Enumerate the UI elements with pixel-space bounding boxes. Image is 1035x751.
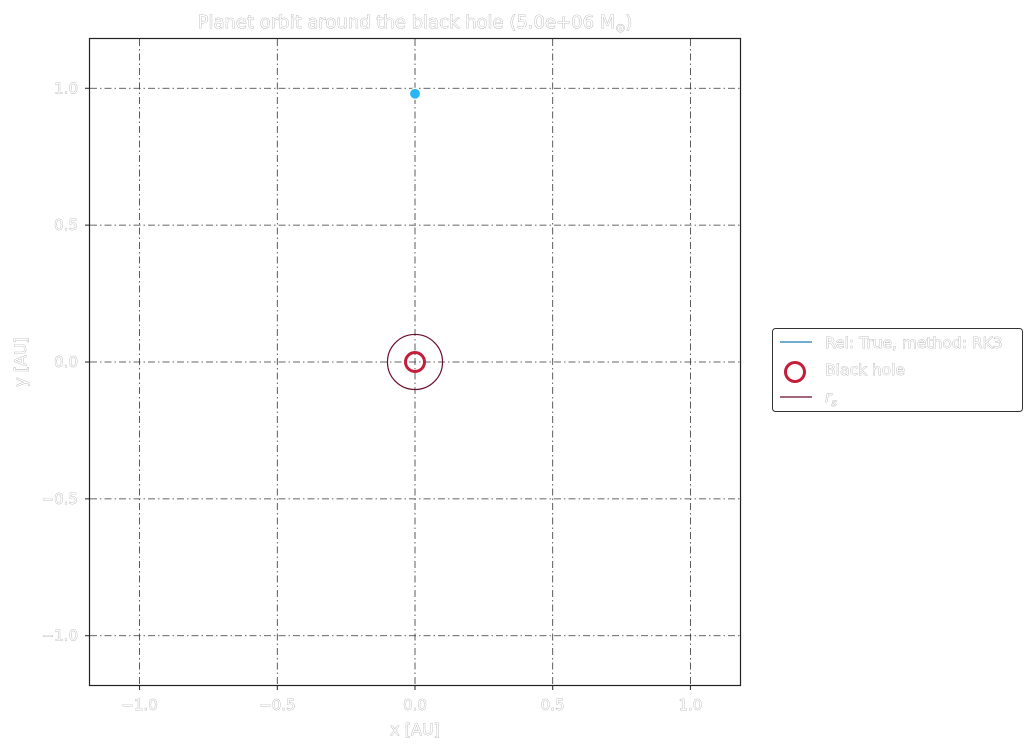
title-end: )	[625, 12, 632, 33]
x-axis-ticks: −1.0 −0.5 0.0 0.5 1.0	[121, 685, 703, 714]
title-subscript: ⊙	[615, 21, 625, 35]
planet-point	[408, 87, 422, 100]
x-tick-label: 1.0	[678, 696, 702, 714]
y-tick-label: −0.5	[42, 490, 78, 508]
schwarzschild-radius-circle	[386, 333, 444, 391]
x-tick-label: 0.5	[541, 696, 565, 714]
x-tick-label: −0.5	[259, 696, 295, 714]
legend-swatch-black-hole	[784, 361, 806, 383]
black-hole-marker	[404, 351, 426, 373]
y-tick-label: 0.0	[54, 353, 78, 371]
chart-title: Planet orbit around the black hole (5.0e…	[198, 12, 633, 35]
data-marks	[386, 87, 444, 391]
y-axis-ticks: −1.0 −0.5 0.0 0.5 1.0	[41, 79, 90, 645]
legend-label-black-hole: Black hole	[825, 361, 905, 379]
legend-label-rs-sub: s	[831, 398, 836, 409]
legend-label-orbit: Rel: True, method: RK3	[825, 334, 1003, 352]
y-tick-label: 1.0	[54, 79, 78, 97]
legend: Rel: True, method: RK3 Black hole rs	[772, 328, 1023, 412]
y-tick-label: 0.5	[54, 216, 78, 234]
x-tick-label: 0.0	[403, 696, 427, 714]
legend-label-rs: rs	[825, 388, 837, 409]
x-tick-label: −1.0	[121, 696, 157, 714]
x-axis-label: x [AU]	[390, 720, 440, 739]
y-axis-label: y [AU]	[11, 337, 30, 387]
y-tick-label: −1.0	[42, 627, 78, 645]
legend-frame	[772, 328, 1023, 412]
grid	[90, 39, 740, 685]
